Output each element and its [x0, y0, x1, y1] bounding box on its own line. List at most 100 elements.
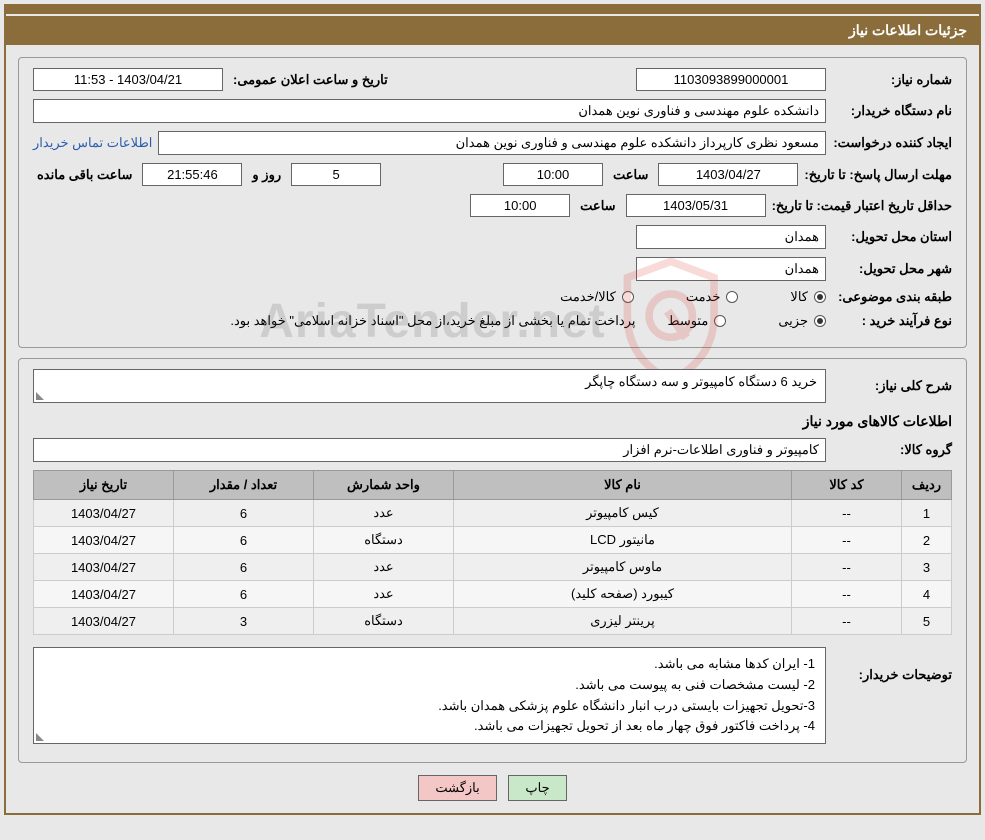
table-cell: 1403/04/27 — [34, 527, 174, 554]
page-frame: جزئیات اطلاعات نیاز AriaTender.net شماره… — [4, 4, 981, 815]
th-qty: تعداد / مقدار — [174, 471, 314, 500]
table-cell: 4 — [902, 581, 952, 608]
table-cell: 6 — [174, 500, 314, 527]
radio-goods-service[interactable]: کالا/خدمت — [560, 289, 634, 305]
table-row: 5--پرینتر لیزریدستگاه31403/04/27 — [34, 608, 952, 635]
th-name: نام کالا — [454, 471, 792, 500]
remaining-label: ساعت باقی مانده — [37, 167, 132, 183]
table-row: 1--کیس کامپیوترعدد61403/04/27 — [34, 500, 952, 527]
table-cell: کیبورد (صفحه کلید) — [454, 581, 792, 608]
note-line: 3-تحویل تجهیزات بایستی درب انبار دانشگاه… — [44, 696, 815, 717]
requester-field: مسعود نظری کارپرداز دانشکده علوم مهندسی … — [158, 131, 826, 155]
print-button[interactable]: چاپ — [508, 775, 566, 801]
city-label: شهر محل تحویل: — [832, 261, 952, 277]
announce-label: تاریخ و ساعت اعلان عمومی: — [233, 72, 388, 88]
buyer-label: نام دستگاه خریدار: — [832, 103, 952, 119]
row-notes: توضیحات خریدار: 1- ایران کدها مشابه می ب… — [33, 647, 952, 744]
radio-goods-input[interactable] — [814, 291, 826, 303]
th-row: ردیف — [902, 471, 952, 500]
content-area: شماره نیاز: 1103093899000001 تاریخ و ساع… — [6, 45, 979, 813]
summary-text: خرید 6 دستگاه کامپیوتر و سه دستگاه چاپگر — [585, 374, 817, 389]
details-section: شماره نیاز: 1103093899000001 تاریخ و ساع… — [18, 57, 967, 348]
table-cell: 3 — [902, 554, 952, 581]
goods-table: ردیف کد کالا نام کالا واحد شمارش تعداد /… — [33, 470, 952, 635]
requester-label: ایجاد کننده درخواست: — [832, 135, 952, 151]
back-button[interactable]: بازگشت — [418, 775, 496, 801]
note-line: 1- ایران کدها مشابه می باشد. — [44, 654, 815, 675]
notes-label: توضیحات خریدار: — [832, 647, 952, 683]
th-unit: واحد شمارش — [314, 471, 454, 500]
row-process: نوع فرآیند خرید : جزیی متوسط پرداخت تمام… — [33, 313, 952, 329]
row-validity: حداقل تاریخ اعتبار قیمت: تا تاریخ: 1403/… — [33, 194, 952, 217]
radio-goods-service-input[interactable] — [622, 291, 634, 303]
table-cell: 1 — [902, 500, 952, 527]
radio-goods-label: کالا — [790, 289, 808, 305]
note-line: 2- لیست مشخصات فنی به پیوست می باشد. — [44, 675, 815, 696]
table-header-row: ردیف کد کالا نام کالا واحد شمارش تعداد /… — [34, 471, 952, 500]
goods-info-title: اطلاعات کالاهای مورد نیاز — [33, 413, 952, 430]
summary-field: خرید 6 دستگاه کامپیوتر و سه دستگاه چاپگر — [33, 369, 826, 403]
radio-goods[interactable]: کالا — [790, 289, 826, 305]
deadline-date-field: 1403/04/27 — [658, 163, 798, 186]
province-label: استان محل تحویل: — [832, 229, 952, 245]
radio-medium-label: متوسط — [667, 313, 708, 329]
table-cell: کیس کامپیوتر — [454, 500, 792, 527]
table-cell: 5 — [902, 608, 952, 635]
validity-time-label: ساعت — [580, 198, 615, 214]
notes-field: 1- ایران کدها مشابه می باشد.2- لیست مشخص… — [33, 647, 826, 744]
row-requester: ایجاد کننده درخواست: مسعود نظری کارپرداز… — [33, 131, 952, 155]
th-date: تاریخ نیاز — [34, 471, 174, 500]
table-row: 3--ماوس کامپیوترعدد61403/04/27 — [34, 554, 952, 581]
radio-medium[interactable]: متوسط — [667, 313, 726, 329]
table-cell: 1403/04/27 — [34, 581, 174, 608]
process-label: نوع فرآیند خرید : — [832, 313, 952, 329]
buyer-field: دانشکده علوم مهندسی و فناوری نوین همدان — [33, 99, 826, 123]
validity-date-field: 1403/05/31 — [626, 194, 766, 217]
need-number-label: شماره نیاز: — [832, 72, 952, 88]
resize-handle-icon[interactable] — [36, 390, 46, 400]
row-buyer: نام دستگاه خریدار: دانشکده علوم مهندسی و… — [33, 99, 952, 123]
radio-service[interactable]: خدمت — [686, 289, 739, 305]
note-line: 4- پرداخت فاکتور فوق چهار ماه بعد از تحو… — [44, 716, 815, 737]
top-stripe — [6, 6, 979, 14]
days-label: روز و — [252, 167, 281, 183]
table-cell: 1403/04/27 — [34, 554, 174, 581]
table-cell: 1403/04/27 — [34, 608, 174, 635]
radio-medium-input[interactable] — [714, 315, 726, 327]
radio-partial-label: جزیی — [778, 313, 808, 329]
table-cell: 6 — [174, 527, 314, 554]
validity-label: حداقل تاریخ اعتبار قیمت: تا تاریخ: — [772, 198, 952, 214]
resize-handle-icon[interactable] — [36, 731, 46, 741]
radio-partial[interactable]: جزیی — [778, 313, 826, 329]
city-field: همدان — [636, 257, 826, 281]
row-category: طبقه بندی موضوعی: کالا خدمت کالا/خدمت — [33, 289, 952, 305]
category-label: طبقه بندی موضوعی: — [832, 289, 952, 305]
row-group: گروه کالا: کامپیوتر و فناوری اطلاعات-نرم… — [33, 438, 952, 462]
table-cell: -- — [792, 608, 902, 635]
table-cell: دستگاه — [314, 527, 454, 554]
radio-partial-input[interactable] — [814, 315, 826, 327]
table-cell: 2 — [902, 527, 952, 554]
page-header: جزئیات اطلاعات نیاز — [6, 14, 979, 45]
buyer-contact-link[interactable]: اطلاعات تماس خریدار — [33, 135, 152, 151]
table-cell: عدد — [314, 554, 454, 581]
summary-label: شرح کلی نیاز: — [832, 378, 952, 394]
table-cell: -- — [792, 527, 902, 554]
validity-time-field: 10:00 — [470, 194, 570, 217]
th-code: کد کالا — [792, 471, 902, 500]
process-note: پرداخت تمام یا بخشی از مبلغ خرید،از محل … — [230, 313, 635, 329]
table-cell: عدد — [314, 581, 454, 608]
announce-field: 1403/04/21 - 11:53 — [33, 68, 223, 91]
table-row: 2--مانیتور LCDدستگاه61403/04/27 — [34, 527, 952, 554]
row-need-number: شماره نیاز: 1103093899000001 تاریخ و ساع… — [33, 68, 952, 91]
table-cell: -- — [792, 500, 902, 527]
table-cell: 1403/04/27 — [34, 500, 174, 527]
days-remaining-field: 5 — [291, 163, 381, 186]
table-cell: ماوس کامپیوتر — [454, 554, 792, 581]
row-city: شهر محل تحویل: همدان — [33, 257, 952, 281]
province-field: همدان — [636, 225, 826, 249]
table-cell: 6 — [174, 581, 314, 608]
time-remaining-field: 21:55:46 — [142, 163, 242, 186]
radio-service-input[interactable] — [726, 291, 738, 303]
row-deadline: مهلت ارسال پاسخ: تا تاریخ: 1403/04/27 سا… — [33, 163, 952, 186]
